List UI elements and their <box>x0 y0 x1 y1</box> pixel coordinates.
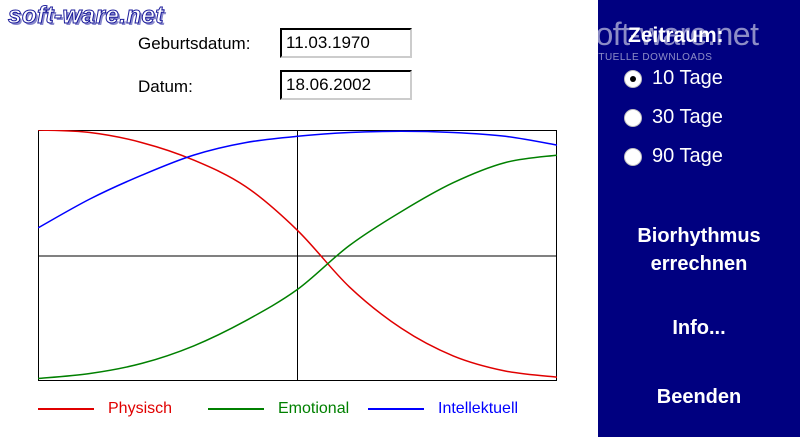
period-option-label: 90 Tage <box>652 145 723 167</box>
intellectual-legend-label: Intellektuell <box>438 400 519 417</box>
period-option-10[interactable]: 10 Tage <box>624 67 723 90</box>
calculate-button-line1: Biorhythmus <box>637 225 761 247</box>
legend-intellectual: Intellektuell <box>368 398 518 420</box>
physical-legend-label: Physisch <box>108 400 173 417</box>
main-panel: soft-ware.net Geburtsdatum: Datum: Physi… <box>7 1 558 420</box>
birthdate-input[interactable] <box>280 28 412 58</box>
radio-selected-icon[interactable] <box>624 69 642 88</box>
watermark-logo-right: soft-ware.net <box>580 16 759 52</box>
emotional-legend-label: Emotional <box>278 400 350 417</box>
intellectual-legend-line <box>368 408 424 410</box>
exit-button[interactable]: Beenden <box>656 386 742 408</box>
calculate-button[interactable]: Biorhythmus errechnen <box>598 222 800 278</box>
series-line-emotional <box>38 154 558 380</box>
date-label: Datum: <box>138 77 193 96</box>
period-option-90[interactable]: 90 Tage <box>624 145 723 168</box>
physical-legend-line <box>38 408 94 410</box>
period-option-30[interactable]: 30 Tage <box>624 106 723 129</box>
radio-unselected-icon[interactable] <box>624 108 642 127</box>
legend-physical: Physisch <box>38 398 172 420</box>
calculate-button-line2: errechnen <box>650 253 748 275</box>
period-option-label: 10 Tage <box>652 67 723 89</box>
legend-emotional: Emotional <box>208 398 349 420</box>
radio-unselected-icon[interactable] <box>624 147 642 166</box>
biorhythm-chart <box>38 130 558 381</box>
date-input[interactable] <box>280 70 412 100</box>
series-line-physisch <box>38 130 558 378</box>
emotional-legend-line <box>208 408 264 410</box>
birthdate-label: Geburtsdatum: <box>138 34 251 53</box>
period-option-label: 30 Tage <box>652 106 723 128</box>
period-title: Zeitraum: <box>628 24 724 47</box>
control-sidebar: Zeitraum: soft-ware.net AKTUELLE DOWNLOA… <box>580 0 800 437</box>
watermark-logo-left: soft-ware.net <box>8 2 164 30</box>
watermark-subtitle: AKTUELLE DOWNLOADS <box>584 52 713 63</box>
series-line-intellektuell <box>38 130 558 229</box>
info-button[interactable]: Info... <box>672 317 726 339</box>
